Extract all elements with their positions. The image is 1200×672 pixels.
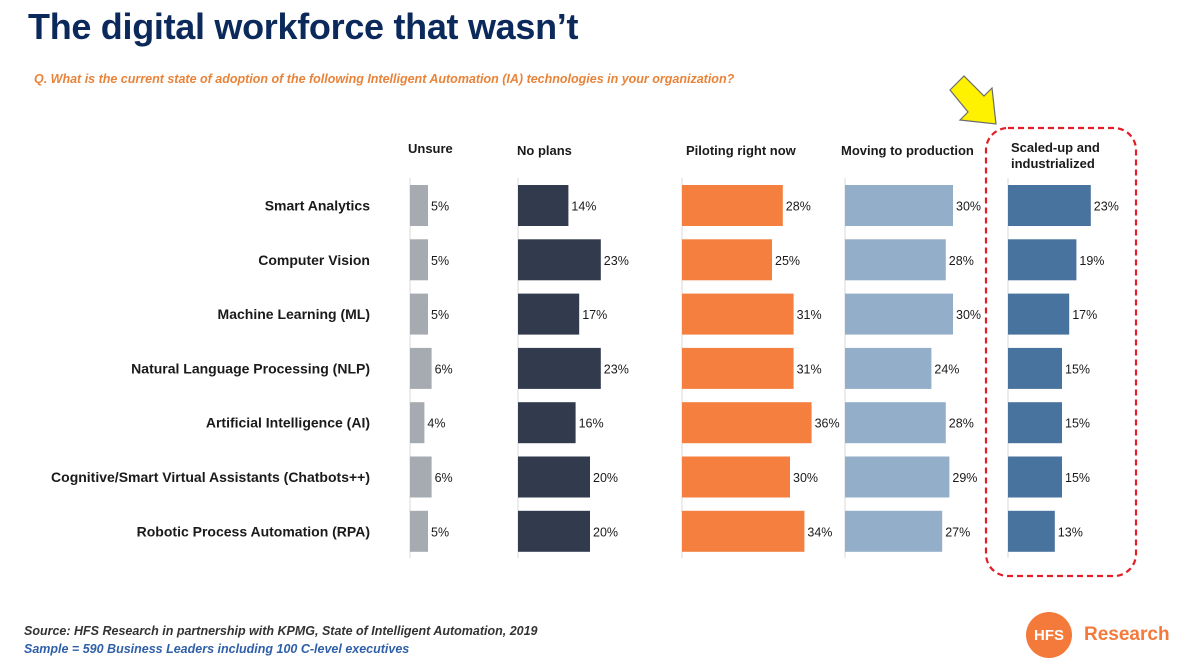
bar-moving-to-production-smart-analytics xyxy=(845,185,953,226)
data-label-scaled-up-and-industrialized-machine-learning-ml: 17% xyxy=(1072,308,1097,322)
bar-scaled-up-and-industrialized-cognitive-smart-virtual-assistants-chatbots xyxy=(1008,456,1062,498)
data-label-no-plans-artificial-intelligence-ai: 16% xyxy=(579,417,604,431)
bar-no-plans-natural-language-processing-nlp xyxy=(518,347,601,389)
data-label-no-plans-cognitive-smart-virtual-assistants-chatbots: 20% xyxy=(593,471,618,485)
bar-no-plans-artificial-intelligence-ai xyxy=(518,402,576,444)
series-header-piloting-right-now: Piloting right now xyxy=(686,143,797,158)
category-label-cognitive-smart-virtual-assistants-chatbots: Cognitive/Smart Virtual Assistants (Chat… xyxy=(51,469,370,485)
data-label-scaled-up-and-industrialized-natural-language-processing-nlp: 15% xyxy=(1065,362,1090,376)
data-label-unsure-natural-language-processing-nlp: 6% xyxy=(435,362,453,376)
data-label-scaled-up-and-industrialized-robotic-process-automation-rpa: 13% xyxy=(1058,525,1083,539)
data-label-unsure-robotic-process-automation-rpa: 5% xyxy=(431,525,449,539)
bar-unsure-natural-language-processing-nlp xyxy=(410,347,432,389)
bar-piloting-right-now-robotic-process-automation-rpa xyxy=(682,510,805,552)
data-label-moving-to-production-smart-analytics: 30% xyxy=(956,200,981,214)
bar-no-plans-robotic-process-automation-rpa xyxy=(518,510,590,552)
data-label-moving-to-production-cognitive-smart-virtual-assistants-chatbots: 29% xyxy=(952,471,977,485)
bar-moving-to-production-machine-learning-ml xyxy=(845,293,953,335)
data-label-unsure-computer-vision: 5% xyxy=(431,254,449,268)
data-label-scaled-up-and-industrialized-computer-vision: 19% xyxy=(1079,254,1104,268)
bar-piloting-right-now-computer-vision xyxy=(682,239,772,281)
series-header-no-plans: No plans xyxy=(517,143,572,158)
bar-piloting-right-now-smart-analytics xyxy=(682,185,783,226)
category-label-computer-vision: Computer Vision xyxy=(258,252,370,268)
sample-note: Sample = 590 Business Leaders including … xyxy=(24,642,410,656)
bar-piloting-right-now-natural-language-processing-nlp xyxy=(682,347,794,389)
bar-scaled-up-and-industrialized-machine-learning-ml xyxy=(1008,293,1070,335)
bar-no-plans-smart-analytics xyxy=(518,185,569,226)
page-title: The digital workforce that wasn’t xyxy=(28,6,579,47)
data-label-piloting-right-now-robotic-process-automation-rpa: 34% xyxy=(807,525,832,539)
bar-moving-to-production-robotic-process-automation-rpa xyxy=(845,510,943,552)
bar-moving-to-production-computer-vision xyxy=(845,239,946,281)
bar-scaled-up-and-industrialized-artificial-intelligence-ai xyxy=(1008,402,1062,444)
data-label-piloting-right-now-cognitive-smart-virtual-assistants-chatbots: 30% xyxy=(793,471,818,485)
category-label-artificial-intelligence-ai: Artificial Intelligence (AI) xyxy=(206,415,370,431)
bar-unsure-computer-vision xyxy=(410,239,428,281)
bar-piloting-right-now-artificial-intelligence-ai xyxy=(682,402,812,444)
series-header-scaled-up-and-industrialized: Scaled-up and industrialized xyxy=(1011,140,1100,171)
bar-moving-to-production-natural-language-processing-nlp xyxy=(845,347,932,389)
bar-no-plans-cognitive-smart-virtual-assistants-chatbots xyxy=(518,456,590,498)
series-header-moving-to-production: Moving to production xyxy=(841,143,974,158)
data-label-piloting-right-now-artificial-intelligence-ai: 36% xyxy=(815,417,840,431)
bar-scaled-up-and-industrialized-natural-language-processing-nlp xyxy=(1008,347,1062,389)
data-label-no-plans-computer-vision: 23% xyxy=(604,254,629,268)
data-label-piloting-right-now-natural-language-processing-nlp: 31% xyxy=(797,362,822,376)
hfs-logo: HFS Research xyxy=(1026,612,1176,658)
data-label-scaled-up-and-industrialized-smart-analytics: 23% xyxy=(1094,200,1119,214)
bar-scaled-up-and-industrialized-robotic-process-automation-rpa xyxy=(1008,510,1055,552)
data-label-scaled-up-and-industrialized-cognitive-smart-virtual-assistants-chatbots: 15% xyxy=(1065,471,1090,485)
category-label-smart-analytics: Smart Analytics xyxy=(265,198,371,214)
data-label-unsure-cognitive-smart-virtual-assistants-chatbots: 6% xyxy=(435,471,453,485)
bar-moving-to-production-artificial-intelligence-ai xyxy=(845,402,946,444)
data-label-unsure-smart-analytics: 5% xyxy=(431,200,449,214)
data-label-piloting-right-now-machine-learning-ml: 31% xyxy=(797,308,822,322)
bar-no-plans-computer-vision xyxy=(518,239,601,281)
data-label-moving-to-production-machine-learning-ml: 30% xyxy=(956,308,981,322)
bar-piloting-right-now-cognitive-smart-virtual-assistants-chatbots xyxy=(682,456,790,498)
bar-unsure-artificial-intelligence-ai xyxy=(410,402,425,444)
data-label-no-plans-smart-analytics: 14% xyxy=(571,200,596,214)
data-label-moving-to-production-computer-vision: 28% xyxy=(949,254,974,268)
data-label-no-plans-robotic-process-automation-rpa: 20% xyxy=(593,525,618,539)
data-label-no-plans-machine-learning-ml: 17% xyxy=(582,308,607,322)
category-label-natural-language-processing-nlp: Natural Language Processing (NLP) xyxy=(131,360,370,376)
category-label-robotic-process-automation-rpa: Robotic Process Automation (RPA) xyxy=(137,523,370,539)
data-label-piloting-right-now-computer-vision: 25% xyxy=(775,254,800,268)
data-label-moving-to-production-natural-language-processing-nlp: 24% xyxy=(934,362,959,376)
data-label-piloting-right-now-smart-analytics: 28% xyxy=(786,200,811,214)
bar-no-plans-machine-learning-ml xyxy=(518,293,580,335)
bar-unsure-cognitive-smart-virtual-assistants-chatbots xyxy=(410,456,432,498)
adoption-chart: Unsure No plans Piloting right now Moving t… xyxy=(51,75,1138,578)
pointer-arrow-icon xyxy=(949,75,997,125)
highlight-box xyxy=(984,126,1138,578)
bar-unsure-robotic-process-automation-rpa xyxy=(410,510,428,552)
data-label-unsure-machine-learning-ml: 5% xyxy=(431,308,449,322)
source-note: Source: HFS Research in partnership with… xyxy=(24,624,538,638)
bar-scaled-up-and-industrialized-smart-analytics xyxy=(1008,185,1091,226)
series-header-unsure: Unsure xyxy=(408,141,453,156)
bar-unsure-machine-learning-ml xyxy=(410,293,428,335)
logo-circle: HFS xyxy=(1026,612,1072,658)
bar-unsure-smart-analytics xyxy=(410,185,428,226)
bar-scaled-up-and-industrialized-computer-vision xyxy=(1008,239,1077,281)
data-label-moving-to-production-artificial-intelligence-ai: 28% xyxy=(949,417,974,431)
survey-question: Q. What is the current state of adoption… xyxy=(34,72,735,86)
category-label-machine-learning-ml: Machine Learning (ML) xyxy=(218,306,370,322)
bar-piloting-right-now-machine-learning-ml xyxy=(682,293,794,335)
data-label-moving-to-production-robotic-process-automation-rpa: 27% xyxy=(945,525,970,539)
data-label-scaled-up-and-industrialized-artificial-intelligence-ai: 15% xyxy=(1065,417,1090,431)
logo-text: Research xyxy=(1084,624,1170,645)
bar-moving-to-production-cognitive-smart-virtual-assistants-chatbots xyxy=(845,456,950,498)
data-label-unsure-artificial-intelligence-ai: 4% xyxy=(427,417,445,431)
data-label-no-plans-natural-language-processing-nlp: 23% xyxy=(604,362,629,376)
